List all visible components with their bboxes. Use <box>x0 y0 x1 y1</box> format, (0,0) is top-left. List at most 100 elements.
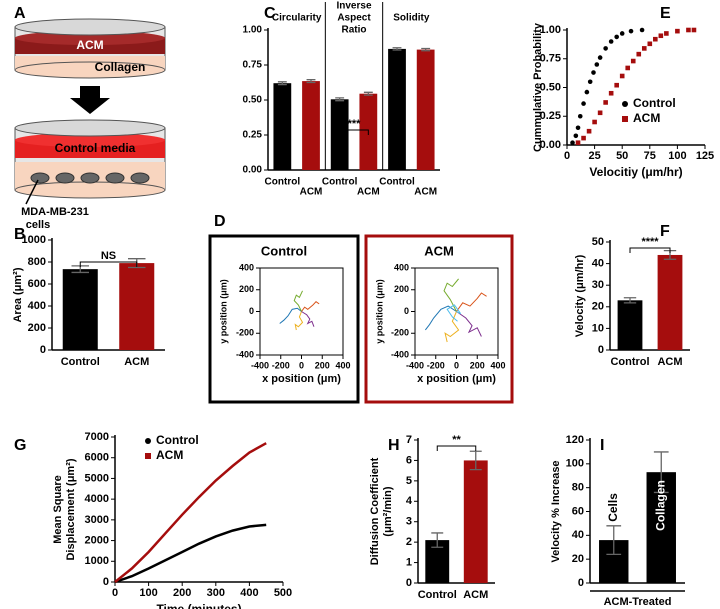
y-tick-label: 40 <box>572 529 584 541</box>
error-bar <box>431 532 444 548</box>
y-tick-label: 50 <box>592 236 604 248</box>
y-tick-label: -200 <box>236 328 254 338</box>
cells-label: cells <box>26 219 50 231</box>
panel-label: I <box>600 437 604 454</box>
x-tick-label: Control <box>265 177 301 188</box>
error-bar <box>335 97 345 102</box>
y-tick-label: 100 <box>566 458 584 470</box>
legend-label: Control <box>633 96 676 110</box>
y-tick-label: 1 <box>406 556 412 568</box>
x-tick-label: 0 <box>112 587 118 599</box>
significance-label: *** <box>348 118 362 130</box>
y-tick-label: 0.50 <box>243 95 263 106</box>
acm-label: ACM <box>76 38 103 52</box>
x-tick-label: ACM <box>124 356 149 368</box>
y-tick-label: 5 <box>406 475 412 487</box>
legend-marker <box>622 101 628 107</box>
legend-label: Control <box>156 433 199 447</box>
panel-label: F <box>660 223 670 240</box>
error-bar <box>392 47 402 51</box>
marker <box>625 65 631 71</box>
series-line <box>114 523 267 584</box>
panel-frame <box>364 234 514 404</box>
y-axis-label: y position (μm) <box>374 279 384 344</box>
panel-label: H <box>388 437 400 454</box>
y-axis-label: Area (μm²) <box>12 267 24 322</box>
series-line <box>293 290 303 312</box>
y-tick-label: 200 <box>394 284 409 294</box>
y-tick-label: 40 <box>592 258 604 270</box>
marker <box>573 133 579 139</box>
marker <box>575 140 581 145</box>
y-tick-label: 400 <box>239 262 254 272</box>
x-tick-label: Control <box>61 356 100 368</box>
panel-label: G <box>14 437 26 454</box>
media-label: Control media <box>55 141 136 155</box>
panel-label: B <box>14 226 26 243</box>
y-tick-label: 1.00 <box>540 24 561 36</box>
marker <box>658 33 664 39</box>
panel-label: C <box>264 5 276 22</box>
marker <box>691 27 697 33</box>
x-tick-label: ACM <box>414 187 437 198</box>
y-tick-label: 3 <box>406 516 412 528</box>
cell <box>105 172 125 184</box>
marker <box>592 119 597 125</box>
x-tick-label: 75 <box>644 150 656 162</box>
x-tick-label: 100 <box>139 587 157 599</box>
series-line <box>424 305 457 331</box>
x-tick-label: Control <box>322 177 358 188</box>
marker <box>591 70 596 75</box>
cell <box>80 172 100 184</box>
significance-bracket <box>629 247 671 253</box>
collagen-label: Collagen <box>95 60 146 74</box>
series-line <box>279 307 302 324</box>
y-tick-label: 1000 <box>22 234 46 246</box>
bar <box>273 83 292 170</box>
y-tick-label: 0.75 <box>540 53 561 65</box>
error-bar <box>363 91 373 96</box>
bar <box>425 540 450 583</box>
y-tick-label: 0.50 <box>540 81 561 93</box>
bar <box>617 300 643 350</box>
y-tick-label: 600 <box>28 278 46 290</box>
error-bar <box>306 79 316 84</box>
x-tick-label: 200 <box>173 587 191 599</box>
y-tick-label: 0 <box>578 577 584 589</box>
marker <box>575 125 581 131</box>
error-bar <box>421 47 431 52</box>
marker <box>619 73 625 79</box>
series-line <box>114 442 267 583</box>
y-tick-label: 1.00 <box>243 25 263 36</box>
panel-label: E <box>660 5 671 22</box>
significance-bracket <box>79 261 138 267</box>
marker <box>584 89 590 95</box>
bar <box>463 460 488 583</box>
x-tick-label: 25 <box>588 150 600 162</box>
bar <box>119 263 155 350</box>
y-tick-label: -400 <box>391 349 409 359</box>
x-axis-label: Velocitiy (μm/hr) <box>589 165 682 179</box>
marker <box>675 28 680 34</box>
y-tick-label: 10 <box>592 322 604 334</box>
y-tick-label: 2000 <box>85 534 109 546</box>
group-label: Ratio <box>342 25 367 36</box>
marker <box>628 28 634 34</box>
x-tick-label: 400 <box>240 587 258 599</box>
x-tick-label: 50 <box>616 150 628 162</box>
significance-label: **** <box>641 236 659 248</box>
y-tick-label: 20 <box>592 301 604 313</box>
bar <box>302 81 320 170</box>
y-tick-label: 0 <box>40 344 46 356</box>
marker <box>639 27 645 33</box>
x-tick-label: 125 <box>696 150 714 162</box>
cell <box>30 172 50 184</box>
y-tick-label: 0 <box>406 577 412 589</box>
y-axis-label: Diffusion Coefficient <box>369 457 381 565</box>
group-label: ACM-Treated <box>604 596 672 608</box>
series-line <box>446 304 462 322</box>
y-tick-label: 7000 <box>85 431 109 443</box>
y-tick-label: 5000 <box>85 472 109 484</box>
x-tick-label: 0 <box>454 360 459 370</box>
marker <box>577 113 583 119</box>
